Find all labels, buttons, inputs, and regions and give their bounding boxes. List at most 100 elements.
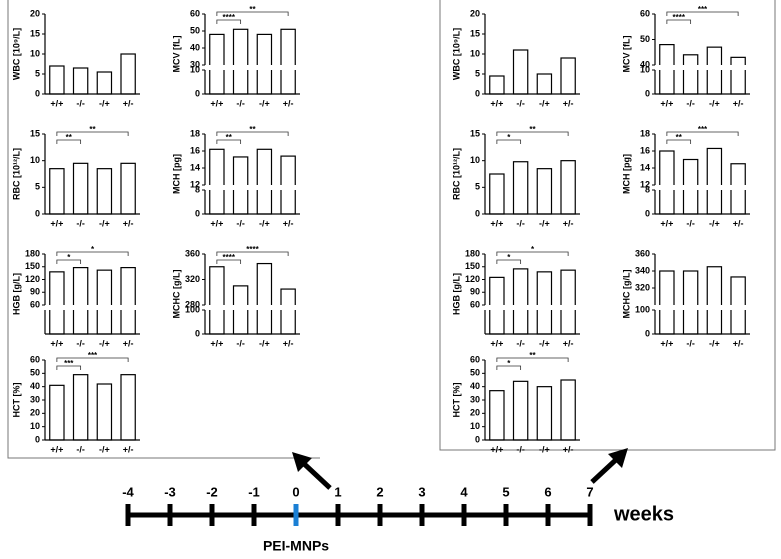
significance-label: *** — [64, 359, 74, 368]
timeline-tick-label: 4 — [460, 484, 468, 499]
y-tick-label: 10 — [190, 64, 200, 74]
significance-label: * — [531, 245, 535, 254]
significance-label: * — [91, 245, 95, 254]
significance-bracket — [496, 357, 569, 362]
y-axis-label: MCV [fL] — [171, 36, 181, 73]
bar — [280, 28, 296, 95]
bar — [209, 266, 225, 335]
y-tick-label: 10 — [30, 48, 40, 58]
y-tick-label: 280 — [185, 299, 200, 309]
x-tick-label: +/- — [283, 218, 294, 228]
y-tick-label: 60 — [470, 354, 480, 364]
significance-bracket — [496, 251, 569, 256]
timeline-tick-label: 2 — [376, 484, 383, 499]
y-axis-label: MCV [fL] — [621, 36, 631, 73]
x-tick-label: -/- — [686, 218, 695, 228]
y-tick-label: 15 — [470, 28, 480, 38]
y-axis-label: MCH [pg] — [621, 154, 631, 194]
significance-label: ** — [66, 133, 73, 142]
significance-bracket — [216, 259, 242, 264]
significance-label: ** — [249, 125, 256, 134]
bar — [96, 168, 113, 215]
significance-label: **** — [673, 13, 686, 22]
bar — [49, 271, 65, 335]
bar — [280, 288, 296, 335]
y-tick-label: 50 — [640, 34, 650, 44]
y-tick-label: 12 — [190, 179, 200, 189]
axis-break — [649, 185, 752, 190]
significance-label: * — [67, 253, 71, 262]
y-tick-label: 60 — [30, 354, 40, 364]
significance-bracket — [56, 365, 82, 370]
y-tick-label: 60 — [30, 299, 40, 309]
significance-label: * — [507, 253, 511, 262]
x-tick-label: +/- — [563, 444, 574, 454]
y-tick-label: 150 — [25, 261, 40, 271]
y-tick-label: 5 — [35, 182, 40, 192]
bar — [706, 147, 723, 215]
bar — [706, 46, 723, 95]
y-tick-label: 18 — [640, 128, 650, 138]
significance-bracket — [666, 11, 739, 16]
significance-label: *** — [698, 5, 708, 14]
significance-bracket — [56, 259, 82, 264]
significance-bracket — [216, 139, 242, 144]
x-tick-label: +/+ — [490, 444, 503, 454]
bar — [72, 267, 89, 335]
x-tick-label: -/+ — [539, 444, 550, 454]
significance-bracket — [56, 251, 129, 256]
x-tick-label: +/+ — [660, 338, 673, 348]
bar — [96, 269, 113, 335]
significance-bracket — [666, 19, 692, 24]
y-tick-label: 14 — [640, 162, 650, 172]
axis-break — [199, 305, 302, 310]
y-tick-label: 60 — [190, 8, 200, 18]
x-tick-label: -/+ — [99, 98, 110, 108]
significance-bracket — [216, 19, 242, 24]
y-tick-label: 30 — [30, 394, 40, 404]
timeline-tick-label: 5 — [502, 484, 509, 499]
x-tick-label: +/+ — [660, 98, 673, 108]
x-tick-label: -/+ — [539, 338, 550, 348]
bar — [72, 374, 89, 441]
x-tick-label: -/- — [76, 338, 85, 348]
timeline-tick-label: -1 — [248, 484, 260, 499]
timeline-tick-label: 3 — [418, 484, 425, 499]
y-tick-label: 10 — [30, 421, 40, 431]
bar — [659, 150, 675, 215]
y-axis-label: HGB [g/L] — [451, 273, 461, 315]
y-tick-label: 20 — [30, 408, 40, 418]
x-tick-label: +/- — [563, 338, 574, 348]
x-tick-label: +/- — [733, 218, 744, 228]
y-tick-label: 0 — [645, 328, 650, 338]
timeline-tick-label: 6 — [544, 484, 551, 499]
significance-label: **** — [223, 253, 236, 262]
bar — [209, 148, 225, 215]
significance-bracket — [56, 139, 82, 144]
significance-label: * — [507, 133, 511, 142]
significance-bracket — [666, 139, 692, 144]
bar — [96, 383, 113, 441]
bar — [96, 71, 113, 95]
x-tick-label: -/- — [76, 98, 85, 108]
y-tick-label: 15 — [30, 128, 40, 138]
y-tick-label: 10 — [30, 155, 40, 165]
x-tick-label: +/+ — [50, 338, 63, 348]
significance-bracket — [496, 365, 522, 370]
bar — [256, 148, 273, 215]
x-tick-label: -/- — [76, 444, 85, 454]
bar — [120, 53, 136, 95]
y-tick-label: 5 — [35, 68, 40, 78]
bar — [682, 54, 699, 95]
bar — [659, 270, 675, 335]
significance-bracket — [56, 357, 129, 362]
y-tick-label: 12 — [640, 179, 650, 189]
bar — [120, 267, 136, 335]
x-tick-label: -/- — [236, 338, 245, 348]
bar — [489, 173, 505, 215]
x-tick-label: -/+ — [259, 218, 270, 228]
x-tick-label: +/- — [283, 98, 294, 108]
y-tick-label: 10 — [470, 155, 480, 165]
y-tick-label: 360 — [635, 248, 650, 258]
y-tick-label: 40 — [470, 381, 480, 391]
